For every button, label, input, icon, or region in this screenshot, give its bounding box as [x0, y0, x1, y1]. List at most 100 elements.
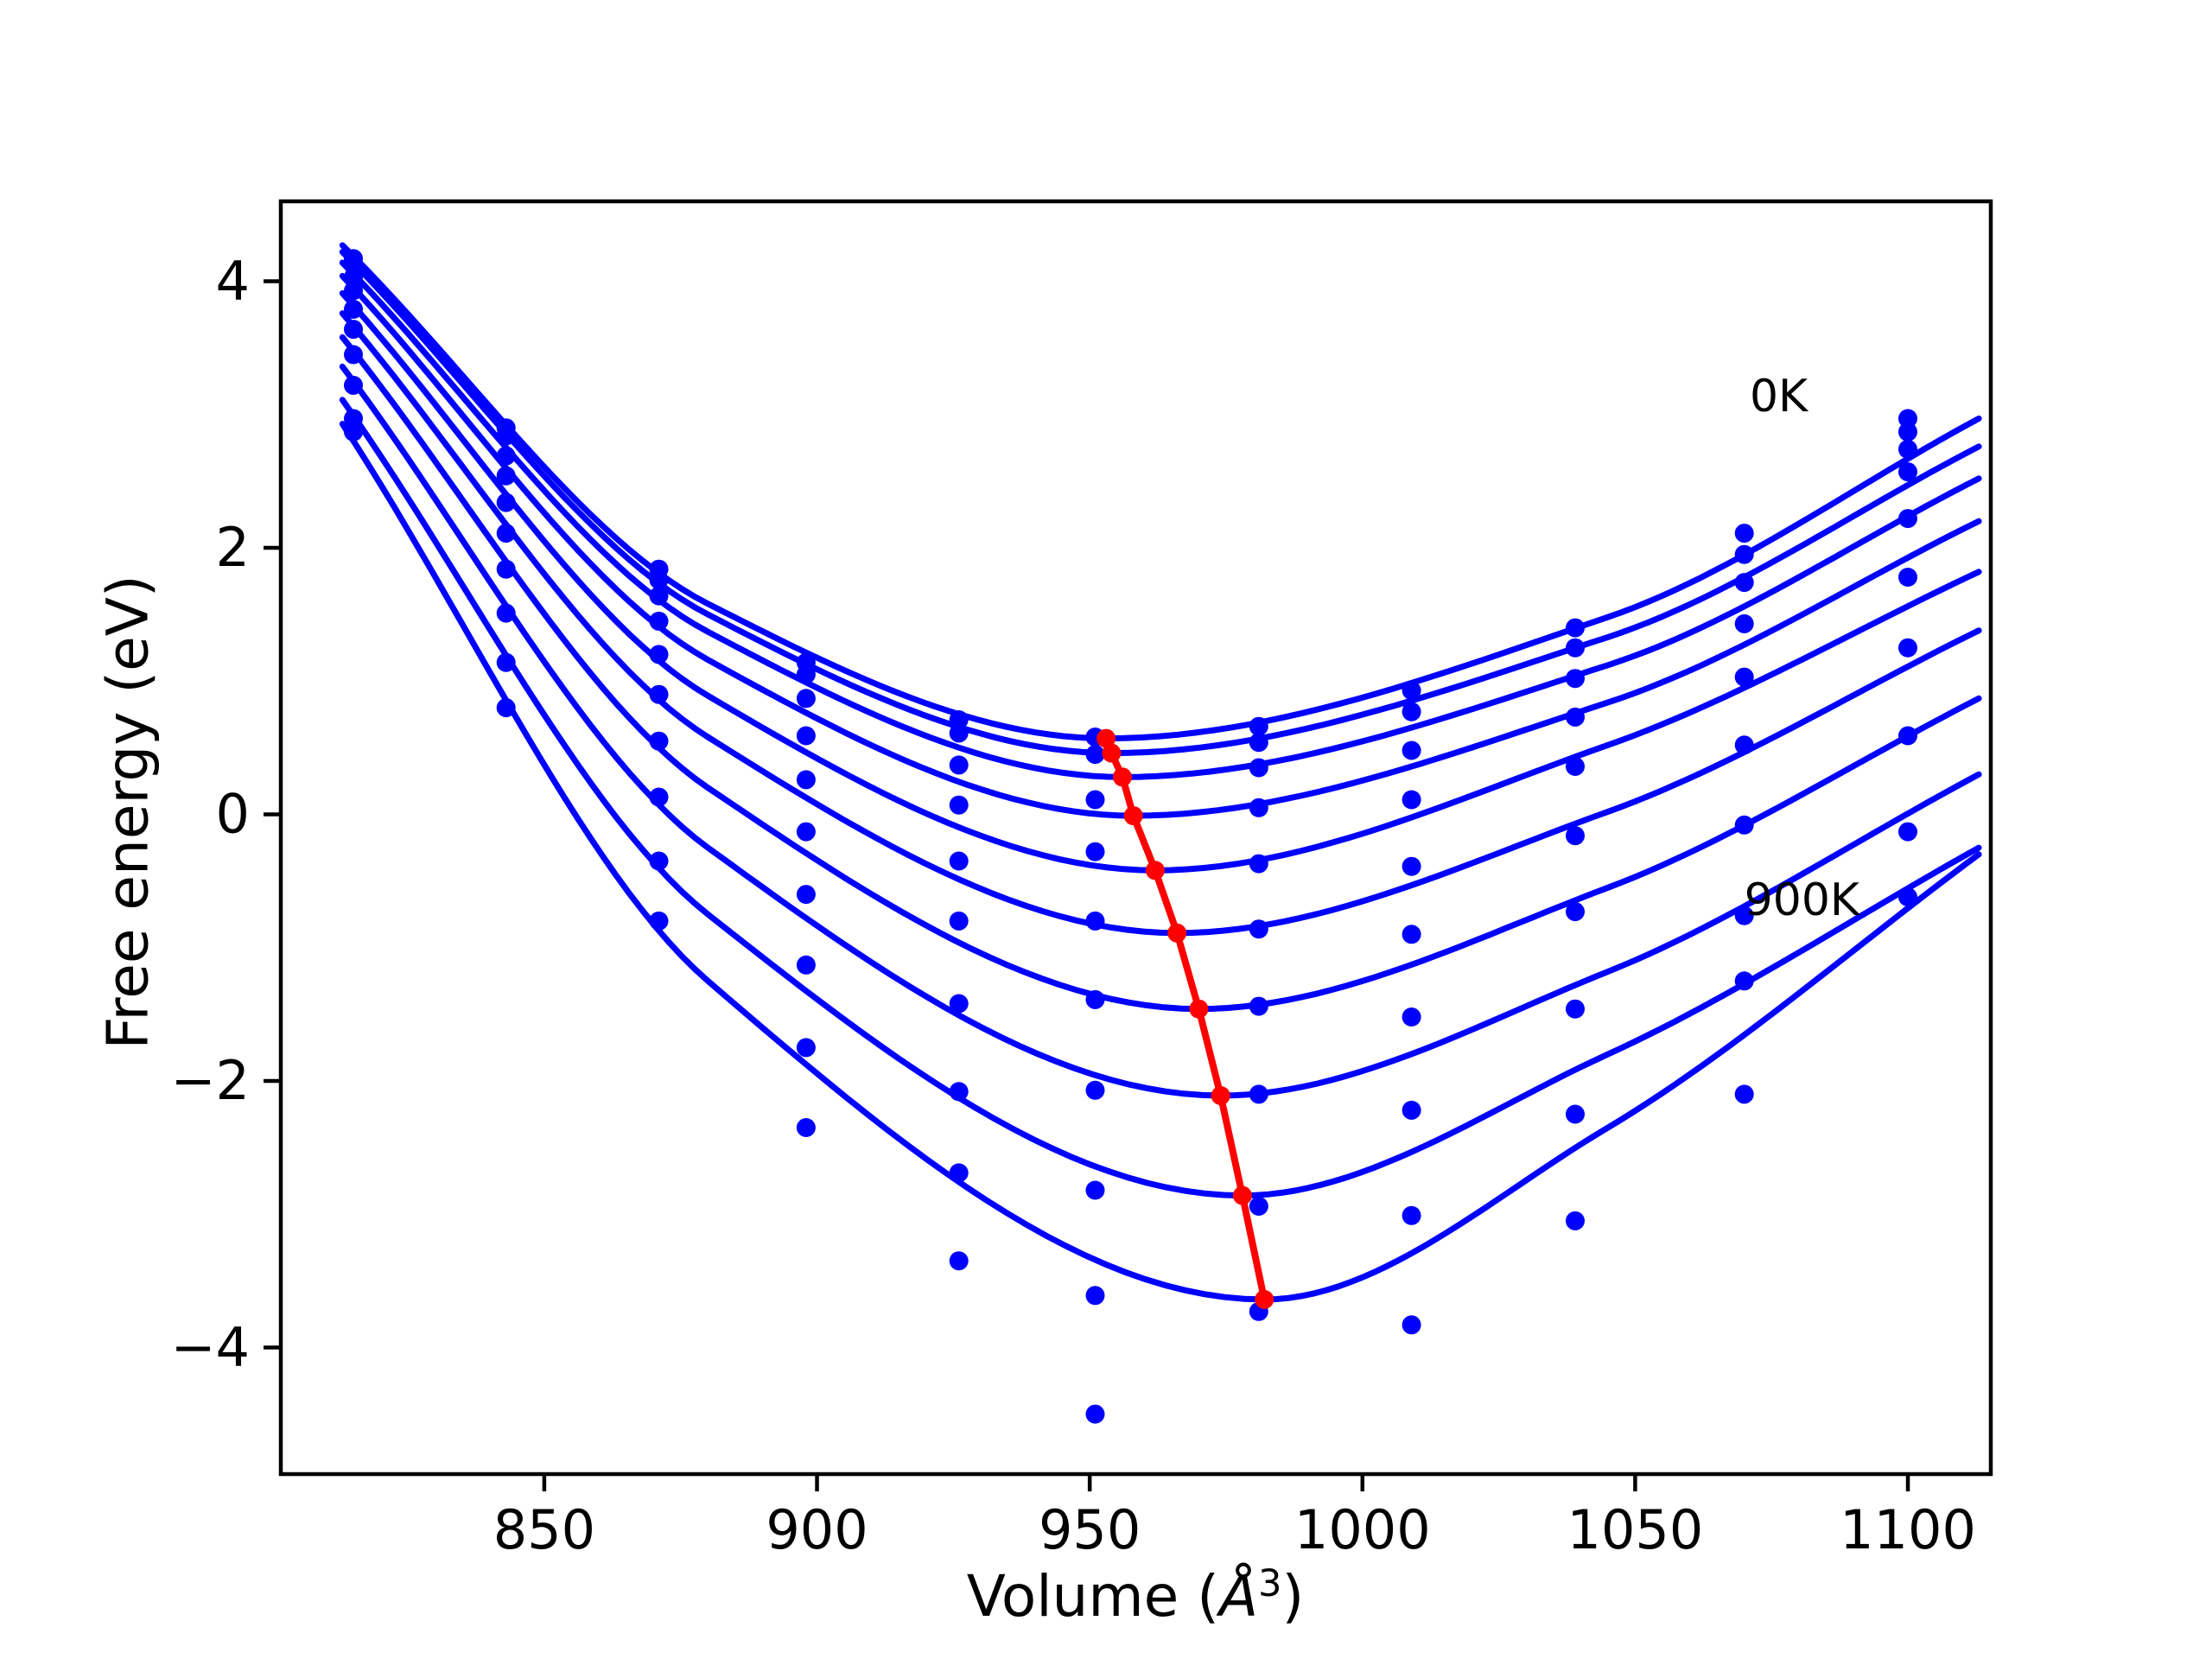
minima-point — [1102, 743, 1122, 763]
data-point-100K-V1039 — [1566, 638, 1585, 658]
data-point-400K-V1100 — [1898, 509, 1917, 529]
y-axis-title: Free energy (eV) — [94, 575, 162, 1050]
data-point-500K-V898 — [796, 822, 816, 842]
minima-point — [1211, 1086, 1230, 1105]
axes: 850 900 950 1000 1050 1100 4 2 0 −2 −4 — [171, 199, 1993, 1561]
data-point-400K-V815 — [344, 299, 363, 319]
data-point-700K-V898 — [796, 955, 816, 975]
data-point-800K-V981 — [1249, 1197, 1268, 1216]
x-axis-title: Volume (Å3) — [967, 1562, 1304, 1630]
data-point-700K-V1070 — [1734, 906, 1754, 925]
fit-curve-100K — [339, 249, 1982, 757]
data-point-400K-V981 — [1249, 854, 1268, 874]
y-tick-label: 2 — [216, 516, 250, 579]
data-point-900K-V1100 — [1898, 887, 1917, 907]
x-tick-label: 1050 — [1567, 1498, 1704, 1561]
data-point-800K-V926 — [949, 1163, 969, 1183]
data-point-700K-V1009 — [1402, 1100, 1421, 1120]
data-point-600K-V926 — [949, 994, 969, 1014]
data-point-100K-V951 — [1085, 745, 1105, 765]
data-point-900K-V898 — [796, 1118, 816, 1137]
data-point-300K-V1009 — [1402, 790, 1421, 810]
data-point-600K-V1039 — [1566, 902, 1585, 922]
data-point-900K-V1039 — [1566, 1211, 1585, 1230]
data-point-300K-V898 — [796, 726, 816, 746]
temperature-label-0K: 0K — [1749, 370, 1808, 423]
data-point-0K-V981 — [1249, 716, 1268, 736]
data-point-200K-V951 — [1085, 790, 1105, 810]
free-energy-data-points — [344, 249, 1917, 1424]
fit-curve-900K — [339, 421, 1982, 1303]
data-point-100K-V926 — [949, 723, 969, 743]
data-point-700K-V843 — [496, 603, 516, 623]
data-point-300K-V981 — [1249, 798, 1268, 817]
data-point-0K-V1070 — [1734, 524, 1754, 543]
data-point-200K-V871 — [649, 586, 669, 606]
data-point-500K-V926 — [949, 911, 969, 931]
data-point-400K-V1009 — [1402, 856, 1421, 876]
data-point-800K-V843 — [496, 652, 516, 672]
minima-point — [1145, 861, 1165, 880]
data-point-100K-V981 — [1249, 733, 1268, 753]
minima-point — [1123, 806, 1143, 826]
data-point-200K-V1009 — [1402, 741, 1421, 760]
data-point-400K-V871 — [649, 645, 669, 664]
minima-point — [1167, 923, 1187, 943]
data-point-700K-V926 — [949, 1082, 969, 1102]
data-point-0K-V1100 — [1898, 409, 1917, 429]
plot-spines — [278, 199, 1993, 1477]
data-point-900K-V815 — [344, 422, 363, 442]
data-point-600K-V1100 — [1898, 638, 1917, 658]
data-point-100K-V1100 — [1898, 422, 1917, 442]
data-point-800K-V1100 — [1898, 822, 1917, 842]
data-point-700K-V981 — [1249, 1084, 1268, 1104]
minima-line — [1096, 728, 1274, 1309]
data-point-100K-V898 — [796, 664, 816, 684]
data-point-100K-V1070 — [1734, 544, 1754, 564]
y-tick-label: 4 — [216, 250, 250, 313]
y-tick-label: 0 — [216, 783, 250, 846]
data-point-400K-V951 — [1085, 911, 1105, 931]
data-point-700K-V1100 — [1898, 726, 1917, 746]
data-point-200K-V1039 — [1566, 669, 1585, 689]
x-tick-label: 950 — [1039, 1498, 1141, 1561]
data-point-800K-V898 — [796, 1038, 816, 1058]
y-axis: 4 2 0 −2 −4 — [171, 250, 281, 1378]
x-tick-label: 1100 — [1840, 1498, 1976, 1561]
data-point-500K-V1039 — [1566, 826, 1585, 846]
x-axis: 850 900 950 1000 1050 1100 — [493, 1474, 1976, 1561]
data-point-300K-V871 — [649, 611, 669, 631]
data-point-100K-V843 — [496, 426, 516, 446]
data-point-800K-V1070 — [1734, 971, 1754, 991]
data-point-800K-V1009 — [1402, 1205, 1421, 1225]
x-tick-label: 1000 — [1294, 1498, 1431, 1561]
fit-curve-700K — [339, 363, 1982, 1099]
data-point-700K-V871 — [649, 787, 669, 807]
data-point-400K-V1039 — [1566, 757, 1585, 776]
x-axis-title-suffix: ) — [1281, 1563, 1305, 1630]
data-point-200K-V843 — [496, 446, 516, 466]
data-point-200K-V1070 — [1734, 573, 1754, 593]
data-point-100K-V871 — [649, 570, 669, 589]
data-point-800K-V1039 — [1566, 1104, 1585, 1124]
minima-point — [1113, 767, 1132, 787]
data-point-800K-V871 — [649, 851, 669, 871]
data-point-300K-V1070 — [1734, 613, 1754, 633]
data-point-900K-V951 — [1085, 1404, 1105, 1424]
data-point-900K-V1009 — [1402, 1315, 1421, 1335]
data-point-800K-V815 — [344, 409, 363, 429]
fit-curve-600K — [339, 334, 1982, 1013]
data-point-600K-V871 — [649, 731, 669, 751]
data-point-200K-V926 — [949, 755, 969, 775]
data-point-500K-V815 — [344, 320, 363, 340]
data-point-500K-V1070 — [1734, 735, 1754, 755]
data-point-600K-V951 — [1085, 1080, 1105, 1100]
data-point-200K-V1100 — [1898, 439, 1917, 459]
fit-curve-0K — [339, 242, 1982, 742]
data-point-500K-V981 — [1249, 919, 1268, 939]
data-point-0K-V1009 — [1402, 681, 1421, 701]
x-tick-label: 850 — [493, 1498, 595, 1561]
data-point-900K-V843 — [496, 698, 516, 718]
data-point-400K-V926 — [949, 851, 969, 871]
